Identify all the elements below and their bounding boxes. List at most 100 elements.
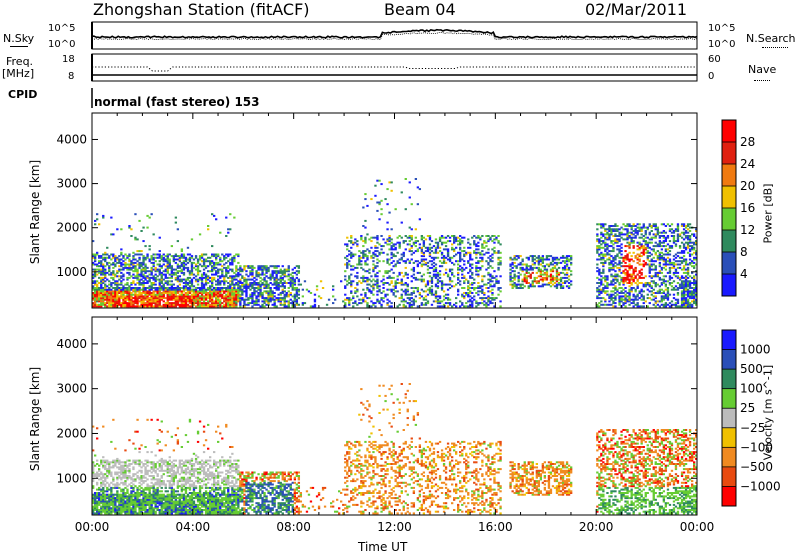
nsearch-tick-high: 10^5 — [708, 23, 736, 34]
power-echo-cell — [396, 275, 399, 278]
velocity-echo-cell — [92, 485, 95, 488]
power-echo-cell — [483, 303, 486, 306]
power-echo-cell — [261, 265, 264, 268]
power-echo-cell — [408, 240, 411, 243]
power-echo-cell — [545, 258, 549, 261]
power-echo-cell — [207, 292, 210, 294]
power-echo-cell — [695, 230, 698, 232]
power-echo-cell — [235, 303, 238, 306]
power-echo-cell — [688, 303, 692, 306]
power-echo-cell — [461, 302, 464, 305]
power-echo-cell — [596, 228, 599, 231]
power-echo-cell — [674, 245, 678, 248]
power-echo-cell — [281, 265, 284, 268]
power-echo-cell — [186, 276, 190, 279]
power-echo-cell — [388, 248, 391, 251]
power-echo-cell — [469, 303, 472, 306]
power-echo-cell — [94, 253, 97, 256]
power-echo-cell — [632, 276, 635, 279]
power-echo-cell — [263, 298, 266, 301]
power-echo-cell — [358, 263, 361, 266]
power-echo-cell — [241, 282, 244, 284]
power-echo-cell — [499, 243, 502, 246]
power-echo-cell — [446, 305, 450, 308]
power-echo-cell — [483, 300, 486, 303]
power-echo-cell — [269, 288, 272, 291]
power-echo-cell — [158, 278, 161, 281]
power-echo-cell — [604, 303, 607, 306]
power-echo-cell — [652, 233, 655, 236]
power-echo-cell — [634, 255, 637, 258]
power-echo-cell — [602, 246, 605, 249]
power-echo-cell — [291, 288, 294, 291]
power-echo-cell — [648, 297, 651, 300]
power-echo-cell — [293, 287, 297, 289]
power-echo-cell — [436, 243, 440, 246]
power-echo-cell — [229, 302, 232, 305]
power-echo-cell — [134, 295, 137, 298]
power-echo-cell — [182, 288, 186, 291]
power-echo-cell — [319, 280, 323, 283]
power-echo-cell — [523, 285, 526, 288]
power-echo-cell — [362, 297, 365, 300]
velocity-echo-cell — [92, 461, 95, 464]
power-echo-cell — [344, 293, 347, 296]
power-echo-cell — [614, 288, 617, 291]
power-echo-cell — [221, 288, 224, 291]
power-echo-cell — [142, 298, 145, 301]
velocity-echo-cell — [98, 493, 101, 496]
power-echo-cell — [551, 268, 555, 271]
power-echo-cell — [225, 270, 228, 273]
power-echo-cell — [263, 305, 266, 308]
power-echo-cell — [620, 287, 623, 289]
power-echo-cell — [204, 265, 208, 268]
power-echo-cell — [610, 233, 613, 236]
power-echo-cell — [402, 305, 405, 308]
power-echo-cell — [158, 271, 161, 274]
power-echo-cell — [146, 290, 149, 293]
power-echo-cell — [412, 300, 416, 303]
power-echo-cell — [422, 241, 426, 244]
power-echo-cell — [144, 275, 147, 278]
power-echo-cell — [428, 292, 432, 294]
power-echo-cell — [614, 305, 617, 308]
power-echo-cell — [207, 302, 210, 305]
power-echo-cell — [207, 288, 210, 291]
power-echo-cell — [610, 263, 613, 266]
power-echo-cell — [693, 293, 696, 296]
power-echo-cell — [557, 282, 561, 284]
power-echo-cell — [479, 260, 482, 263]
power-echo-cell — [604, 280, 607, 283]
power-echo-cell — [98, 290, 101, 293]
power-echo-cell — [634, 295, 637, 298]
power-echo-cell — [164, 255, 167, 258]
power-echo-cell — [620, 276, 623, 279]
power-echo-cell — [549, 255, 553, 258]
power-echo-cell — [523, 278, 526, 281]
power-echo-cell — [626, 265, 629, 268]
power-echo-cell — [118, 270, 121, 273]
power-echo-cell — [150, 287, 153, 289]
power-echo-cell — [448, 303, 452, 306]
power-echo-cell — [225, 273, 228, 276]
power-echo-cell — [217, 303, 220, 306]
power-echo-cell — [461, 273, 464, 276]
power-echo-cell — [356, 271, 359, 274]
power-echo-cell — [289, 283, 292, 286]
power-echo-cell — [265, 271, 268, 274]
power-echo-cell — [392, 260, 395, 263]
power-echo-cell — [352, 241, 355, 244]
power-echo-cell — [531, 282, 534, 284]
power-echo-cell — [531, 256, 534, 259]
power-echo-cell — [640, 282, 643, 284]
power-echo-cell — [124, 292, 127, 294]
power-echo-cell — [622, 238, 625, 241]
power-echo-cell — [680, 295, 684, 298]
power-echo-cell — [295, 302, 299, 305]
power-echo-cell — [267, 298, 270, 301]
power-echo-cell — [412, 243, 416, 246]
power-echo-cell — [513, 282, 516, 284]
power-echo-cell — [529, 268, 532, 271]
power-echo-cell — [652, 263, 655, 266]
power-echo-cell — [398, 303, 401, 306]
